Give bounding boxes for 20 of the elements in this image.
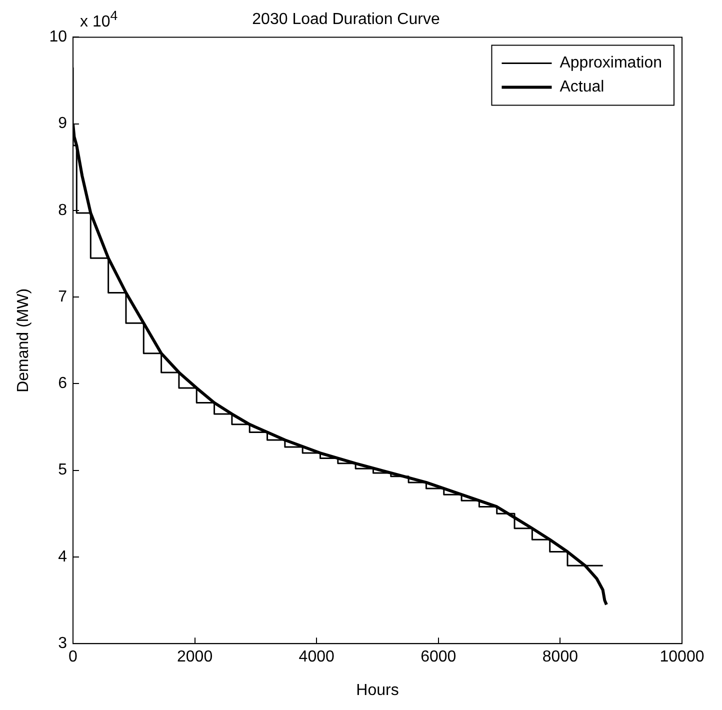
x-axis-title: Hours (356, 682, 399, 699)
y-axis-title: Demand (MW) (15, 288, 32, 392)
x-tick-label: 2000 (177, 648, 213, 666)
y-tick-label: 5 (58, 462, 68, 479)
y-tick-label: 6 (58, 375, 68, 392)
y-tick-label: 3 (58, 635, 68, 652)
x-tick-label: 8000 (542, 648, 578, 666)
x-tick-label: 4000 (298, 648, 334, 666)
chart-title: 2030 Load Duration Curve (252, 11, 440, 28)
text: x 10$^{4}$ (80, 8, 118, 32)
legend-label: Approximation (560, 54, 662, 72)
y-tick-label: 9 (58, 115, 68, 132)
y-tick-label: 8 (58, 202, 68, 219)
x-tick-label: 6000 (420, 648, 456, 666)
legend-label: Actual (560, 78, 604, 96)
x-tick-label: 10000 (660, 648, 704, 666)
x-tick-label: 0 (68, 648, 78, 666)
y-tick-label: 10 (49, 28, 68, 46)
y-tick-label: 7 (58, 288, 68, 306)
y-tick-label: 4 (58, 548, 68, 566)
